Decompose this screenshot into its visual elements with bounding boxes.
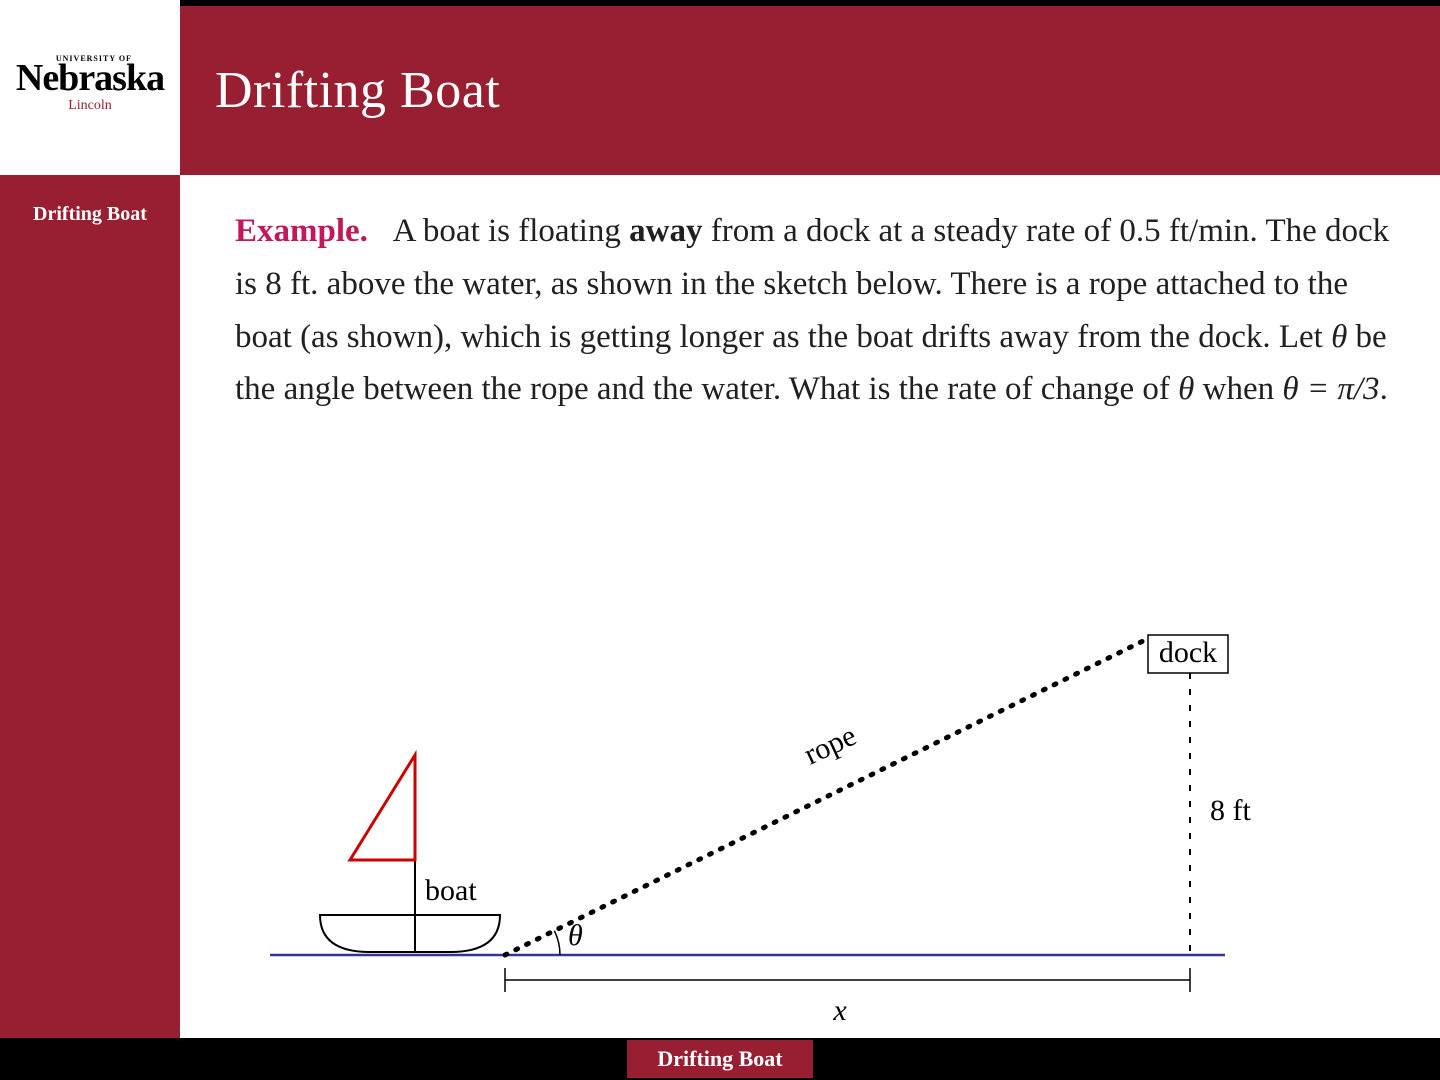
body-bold: away — [629, 213, 702, 249]
logo-sub: Lincoln — [16, 98, 164, 114]
svg-text:dock: dock — [1159, 636, 1217, 669]
example-paragraph: Example. A boat is floating away from a … — [235, 205, 1405, 416]
logo: UNIVERSITY OF Nebraska Lincoln — [16, 61, 164, 113]
sidebar: Drifting Boat — [0, 175, 180, 1038]
logo-box: UNIVERSITY OF Nebraska Lincoln — [0, 0, 180, 175]
theta-1: θ — [1331, 319, 1347, 355]
equation: θ = π/3 — [1282, 371, 1379, 407]
svg-text:x: x — [832, 994, 847, 1027]
header-band: UNIVERSITY OF Nebraska Lincoln Drifting … — [0, 0, 1440, 175]
svg-text:rope: rope — [799, 719, 861, 771]
title-area: Drifting Boat — [180, 0, 1440, 175]
example-label: Example. — [235, 213, 368, 249]
svg-text:θ: θ — [568, 919, 583, 952]
diagram: boat rope dock 8 ft θ x — [200, 560, 1440, 1038]
diagram-svg: boat rope dock 8 ft θ x — [200, 560, 1440, 1038]
theta-2: θ — [1178, 371, 1194, 407]
slide: UNIVERSITY OF Nebraska Lincoln Drifting … — [0, 0, 1440, 1080]
body-4: when — [1194, 371, 1282, 407]
sidebar-item-drifting-boat[interactable]: Drifting Boat — [0, 175, 180, 226]
svg-text:8 ft: 8 ft — [1210, 794, 1251, 827]
body-5: . — [1380, 371, 1388, 407]
page-title: Drifting Boat — [215, 61, 500, 120]
body-1: A boat is floating — [393, 213, 629, 249]
svg-text:boat: boat — [425, 874, 477, 907]
content-strip — [180, 175, 198, 1038]
footer-badge: Drifting Boat — [627, 1040, 812, 1078]
logo-wordmark: Nebraska — [16, 57, 164, 99]
logo-main: UNIVERSITY OF Nebraska — [16, 61, 164, 95]
logo-super: UNIVERSITY OF — [56, 55, 132, 62]
footer: Drifting Boat — [0, 1038, 1440, 1080]
